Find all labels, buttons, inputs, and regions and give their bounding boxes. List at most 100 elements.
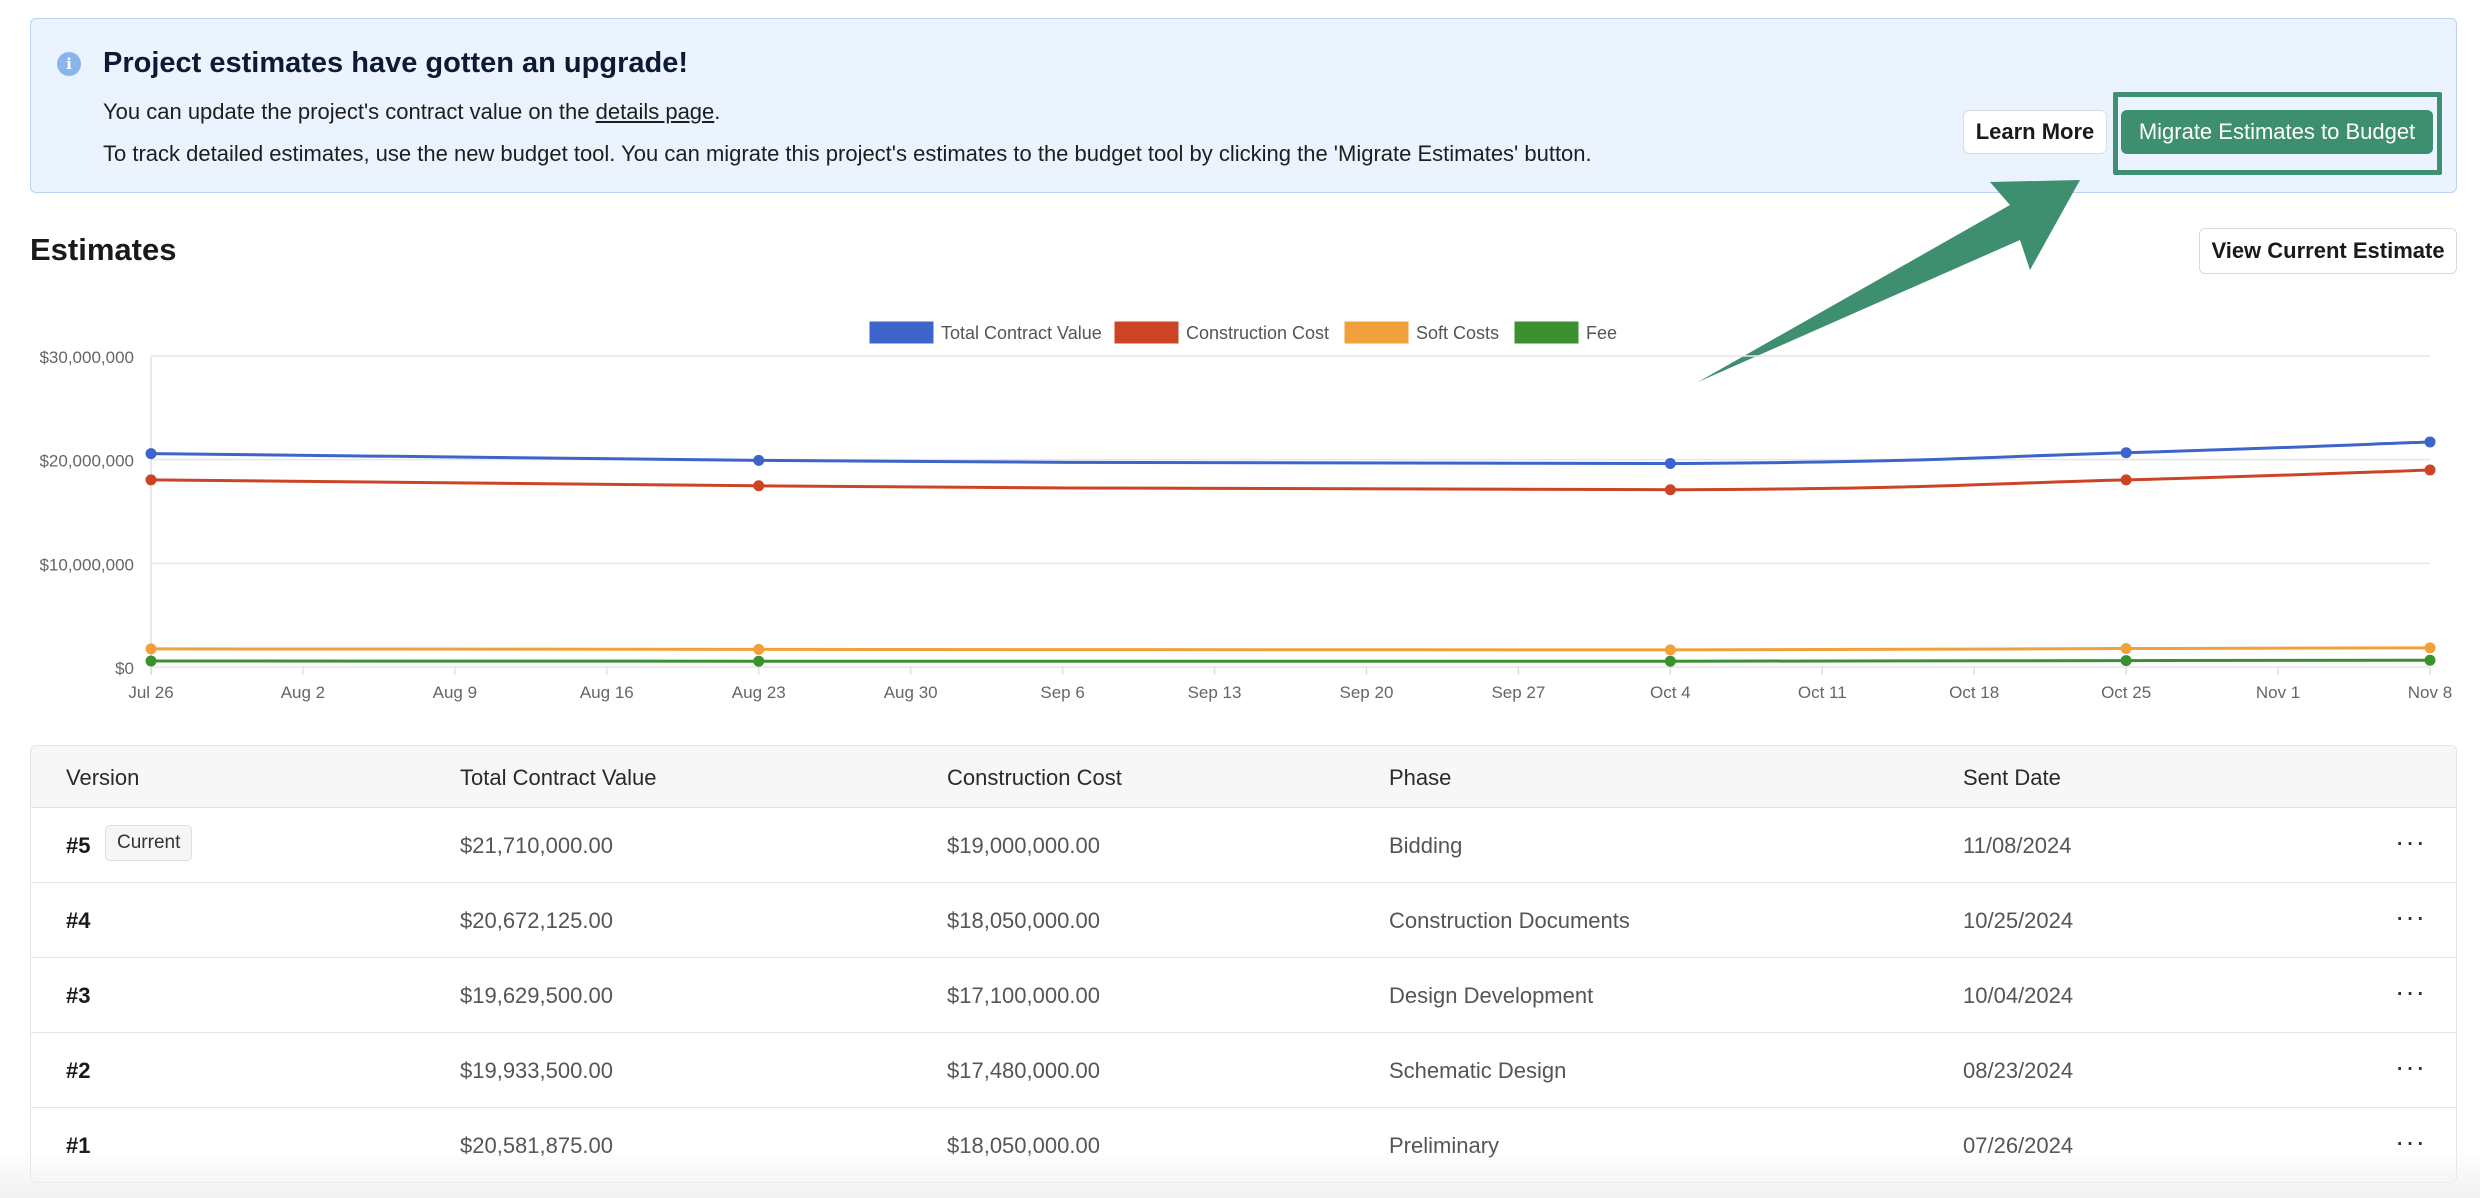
migrate-estimates-button[interactable]: Migrate Estimates to Budget	[2121, 110, 2433, 154]
y-tick-label: $30,000,000	[39, 348, 134, 367]
banner-text-contract: You can update the project's contract va…	[103, 99, 720, 125]
data-point	[1664, 644, 1676, 656]
table-row[interactable]: #2 $19,933,500.00 $17,480,000.00 Schemat…	[31, 1033, 2456, 1108]
legend-label: Total Contract Value	[941, 323, 1102, 343]
series-line	[150, 440, 2431, 466]
more-horizontal-icon[interactable]: ···	[2395, 976, 2426, 1007]
x-tick-label: Oct 18	[1949, 683, 1999, 702]
data-point	[2424, 642, 2436, 654]
sent-date-cell: 11/08/2024	[1963, 833, 2072, 858]
banner-text-prefix: You can update the project's contract va…	[103, 99, 596, 124]
data-point	[753, 643, 765, 655]
more-horizontal-icon[interactable]: ···	[2395, 826, 2426, 857]
more-horizontal-icon[interactable]: ···	[2395, 1126, 2426, 1157]
version-cell: #1	[66, 1133, 91, 1158]
construction-cost-cell: $18,050,000.00	[947, 908, 1100, 933]
phase-cell: Preliminary	[1389, 1133, 1500, 1158]
legend-swatch	[1344, 321, 1409, 344]
construction-cost-cell: $18,050,000.00	[947, 1133, 1100, 1158]
table-row[interactable]: #1 $20,581,875.00 $18,050,000.00 Prelimi…	[31, 1108, 2456, 1182]
x-tick-label: Aug 16	[580, 683, 634, 702]
view-current-estimate-button[interactable]: View Current Estimate	[2199, 228, 2457, 274]
construction-cost-cell: $17,480,000.00	[947, 1058, 1100, 1083]
x-tick-label: Nov 8	[2408, 683, 2452, 702]
phase-cell: Schematic Design	[1389, 1058, 1567, 1083]
data-point	[2120, 643, 2132, 655]
y-tick-label: $0	[115, 659, 134, 678]
data-point	[1664, 484, 1676, 496]
data-point	[2120, 447, 2132, 459]
data-point	[145, 655, 157, 667]
x-tick-label: Sep 6	[1040, 683, 1084, 702]
version-cell: #5	[66, 833, 91, 858]
estimates-chart: $0 $10,000,000 $20,000,000 $30,000,000 Jul 2…	[39, 321, 2452, 702]
data-point	[1664, 458, 1676, 470]
sent-date-cell: 10/04/2024	[1963, 983, 2074, 1008]
table-row[interactable]: #5 Current $21,710,000.00 $19,000,000.00…	[31, 808, 2456, 883]
y-tick-label: $10,000,000	[39, 555, 134, 574]
series-line	[150, 468, 2431, 492]
series-line	[150, 646, 2431, 652]
total-contract-value-cell: $19,629,500.00	[460, 983, 613, 1008]
phase-cell: Bidding	[1389, 833, 1463, 858]
data-point	[145, 643, 157, 655]
version-cell: #3	[66, 983, 91, 1008]
more-horizontal-icon[interactable]: ···	[2395, 901, 2426, 932]
banner-title: Project estimates have gotten an upgrade…	[103, 47, 688, 79]
construction-cost-cell: $17,100,000.00	[947, 983, 1100, 1008]
data-point	[2120, 655, 2132, 667]
learn-more-button[interactable]: Learn More	[1963, 110, 2107, 154]
series-line	[150, 658, 2431, 663]
x-tick-label: Jul 26	[128, 683, 173, 702]
current-badge: Current	[105, 825, 193, 861]
x-tick-label: Oct 11	[1798, 683, 1847, 702]
legend-swatch	[869, 321, 934, 344]
info-icon: i	[57, 52, 81, 76]
x-tick-label: Sep 13	[1188, 683, 1242, 702]
x-tick-label: Sep 20	[1340, 683, 1394, 702]
sent-date-cell: 07/26/2024	[1963, 1133, 2074, 1158]
banner-text-suffix: .	[714, 99, 721, 124]
x-tick-label: Oct 4	[1650, 683, 1691, 702]
x-tick-label: Aug 30	[884, 683, 938, 702]
x-tick-label: Aug 2	[281, 683, 325, 702]
data-point	[2120, 474, 2132, 486]
more-horizontal-icon[interactable]: ···	[2395, 1051, 2426, 1082]
data-point	[753, 655, 765, 667]
header-sent-date: Sent Date	[1963, 765, 2061, 790]
data-point	[2424, 464, 2436, 476]
details-page-link[interactable]: details page	[595, 99, 715, 124]
table-row[interactable]: #3 $19,629,500.00 $17,100,000.00 Design …	[31, 958, 2456, 1033]
header-construction-cost: Construction Cost	[947, 765, 1122, 790]
banner-text-budget: To track detailed estimates, use the new…	[103, 141, 1592, 166]
data-point	[145, 448, 157, 460]
x-tick-label: Oct 25	[2101, 683, 2151, 702]
total-contract-value-cell: $19,933,500.00	[460, 1058, 613, 1083]
data-point	[2424, 436, 2436, 448]
legend-label: Fee	[1586, 323, 1617, 343]
legend-swatch	[1114, 321, 1179, 344]
data-point	[1664, 655, 1676, 667]
data-point	[145, 474, 157, 486]
phase-cell: Design Development	[1389, 983, 1594, 1008]
data-point	[753, 480, 765, 492]
data-point	[753, 454, 765, 466]
x-tick-label: Nov 1	[2256, 683, 2300, 702]
legend-label: Soft Costs	[1416, 323, 1499, 343]
upgrade-banner: i Project estimates have gotten an upgra…	[30, 18, 2457, 193]
total-contract-value-cell: $21,710,000.00	[460, 833, 613, 858]
estimates-title: Estimates	[30, 232, 177, 267]
annotation-arrow	[1698, 180, 2080, 382]
data-point	[2424, 654, 2436, 666]
total-contract-value-cell: $20,672,125.00	[460, 908, 613, 933]
x-tick-label: Aug 9	[433, 683, 477, 702]
legend-label: Construction Cost	[1186, 323, 1329, 343]
table-row[interactable]: #4 $20,672,125.00 $18,050,000.00 Constru…	[31, 883, 2456, 958]
y-tick-label: $20,000,000	[39, 452, 134, 471]
x-tick-label: Aug 23	[732, 683, 786, 702]
total-contract-value-cell: $20,581,875.00	[460, 1133, 613, 1158]
x-tick-label: Sep 27	[1491, 683, 1545, 702]
phase-cell: Construction Documents	[1389, 908, 1630, 933]
legend-swatch	[1514, 321, 1579, 344]
header-version: Version	[66, 765, 140, 790]
